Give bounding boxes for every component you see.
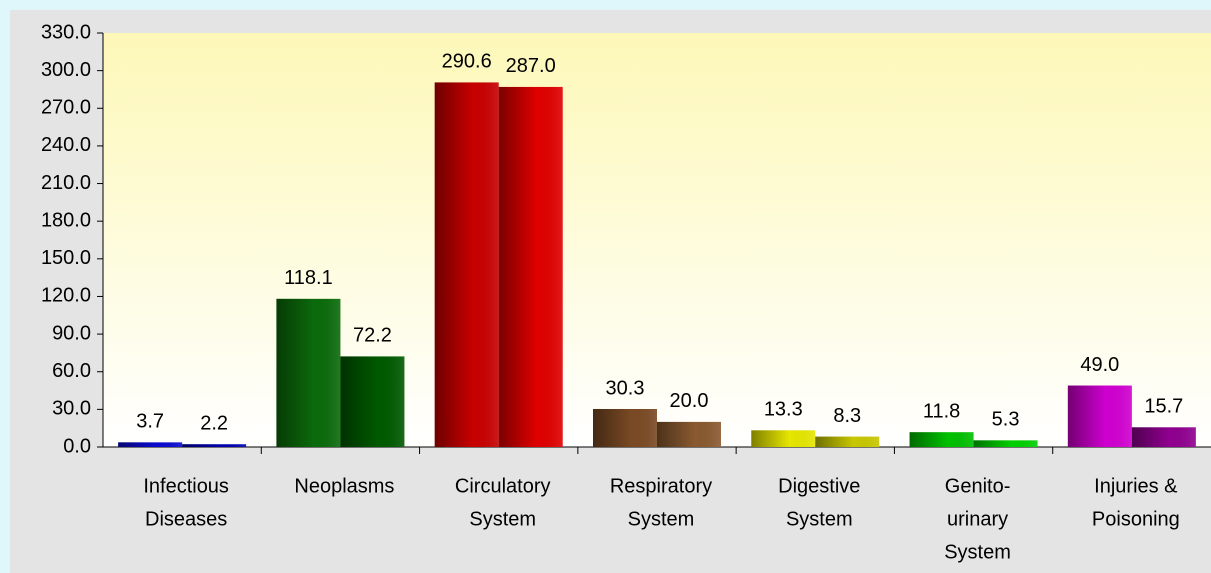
y-tick-label: 90.0 [52, 322, 91, 344]
bar-group [118, 442, 183, 447]
x-tick-label: Diseases [145, 508, 227, 530]
x-tick-label: Circulatory [455, 475, 551, 497]
value-label: 72.2 [353, 325, 392, 347]
bar-shading [340, 356, 405, 447]
bar-group [276, 298, 341, 447]
plot-area [103, 33, 1211, 447]
value-label: 30.3 [606, 377, 645, 399]
bar-group [434, 82, 499, 448]
bar-shading [909, 432, 974, 447]
value-label: 2.2 [200, 413, 228, 435]
value-label: 49.0 [1080, 354, 1119, 376]
y-tick-label: 0.0 [63, 435, 91, 457]
bar-group [593, 408, 657, 447]
value-label: 118.1 [284, 267, 333, 289]
bar-group [1131, 427, 1196, 447]
x-tick-label: Injuries & [1094, 475, 1178, 497]
y-tick-label: 240.0 [41, 134, 91, 156]
y-tick-label: 330.0 [41, 21, 91, 43]
x-tick-label: Digestive [778, 475, 860, 497]
y-tick-label: 150.0 [41, 247, 91, 269]
x-tick-label: System [944, 541, 1011, 563]
bar-shading [973, 440, 1038, 447]
bar-shading [498, 86, 563, 447]
value-label: 8.3 [833, 405, 861, 427]
x-tick-label: System [469, 508, 536, 530]
bar-shading [1131, 427, 1196, 447]
x-tick-label: urinary [947, 508, 1008, 530]
bar-shading [751, 430, 816, 447]
value-label: 15.7 [1144, 396, 1183, 418]
value-label: 13.3 [764, 399, 803, 421]
bar-shading [1067, 385, 1132, 447]
bar-shading [657, 421, 721, 447]
bar-group [973, 440, 1038, 447]
bar-shading [276, 298, 341, 447]
bar-group [498, 86, 563, 447]
bar-group [751, 430, 816, 447]
y-tick-label: 210.0 [41, 172, 91, 194]
bar-group [340, 356, 405, 447]
x-tick-label: Genito- [945, 475, 1011, 497]
x-tick-label: Respiratory [610, 475, 712, 497]
bar-group [815, 436, 880, 447]
x-tick-label: System [786, 508, 853, 530]
x-tick-label: Infectious [143, 475, 229, 497]
bar-shading [182, 444, 247, 447]
bar-shading [815, 436, 880, 447]
y-tick-label: 120.0 [41, 285, 91, 307]
x-tick-label: System [628, 508, 695, 530]
bar-group [657, 421, 721, 447]
value-label: 290.6 [442, 51, 492, 73]
value-label: 20.0 [670, 390, 709, 412]
value-label: 5.3 [992, 409, 1020, 431]
y-tick-label: 60.0 [52, 360, 91, 382]
value-label: 3.7 [136, 411, 164, 433]
y-tick-label: 270.0 [41, 97, 91, 119]
bar-shading [434, 82, 499, 448]
bar-shading [118, 442, 183, 447]
bar-group [1067, 385, 1132, 447]
x-tick-label: Poisoning [1092, 508, 1180, 530]
value-label: 287.0 [506, 55, 556, 77]
bar-shading [593, 408, 657, 447]
bar-group [182, 444, 247, 447]
y-tick-label: 30.0 [52, 398, 91, 420]
value-label: 11.8 [923, 400, 960, 422]
bar-group [909, 432, 974, 447]
y-tick-label: 180.0 [41, 209, 91, 231]
x-tick-label: Neoplasms [294, 475, 394, 497]
y-tick-label: 300.0 [41, 59, 91, 81]
